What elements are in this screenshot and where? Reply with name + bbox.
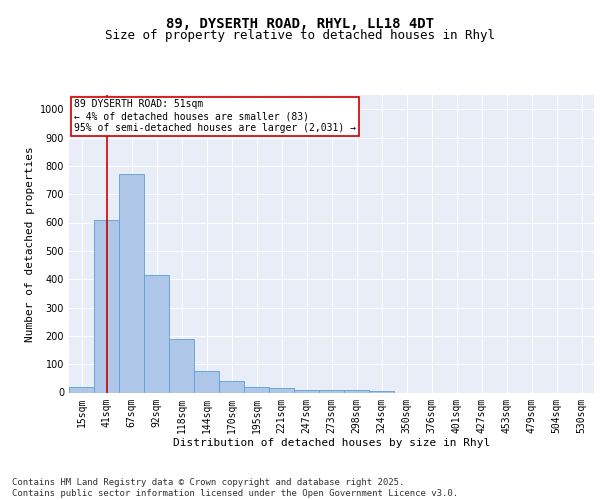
Bar bbox=[69, 387, 94, 392]
Bar bbox=[244, 387, 269, 392]
Bar bbox=[119, 174, 144, 392]
Bar bbox=[169, 338, 194, 392]
Bar bbox=[369, 391, 394, 392]
Text: Contains HM Land Registry data © Crown copyright and database right 2025.
Contai: Contains HM Land Registry data © Crown c… bbox=[12, 478, 458, 498]
Bar bbox=[269, 388, 294, 392]
Bar bbox=[94, 220, 119, 392]
Bar bbox=[194, 371, 219, 392]
X-axis label: Distribution of detached houses by size in Rhyl: Distribution of detached houses by size … bbox=[173, 438, 490, 448]
Bar bbox=[144, 275, 169, 392]
Bar bbox=[219, 381, 244, 392]
Text: Size of property relative to detached houses in Rhyl: Size of property relative to detached ho… bbox=[105, 29, 495, 42]
Text: 89, DYSERTH ROAD, RHYL, LL18 4DT: 89, DYSERTH ROAD, RHYL, LL18 4DT bbox=[166, 18, 434, 32]
Bar bbox=[294, 390, 319, 392]
Text: 89 DYSERTH ROAD: 51sqm
← 4% of detached houses are smaller (83)
95% of semi-deta: 89 DYSERTH ROAD: 51sqm ← 4% of detached … bbox=[74, 100, 356, 132]
Bar bbox=[344, 390, 369, 392]
Bar bbox=[319, 390, 344, 392]
Y-axis label: Number of detached properties: Number of detached properties bbox=[25, 146, 35, 342]
